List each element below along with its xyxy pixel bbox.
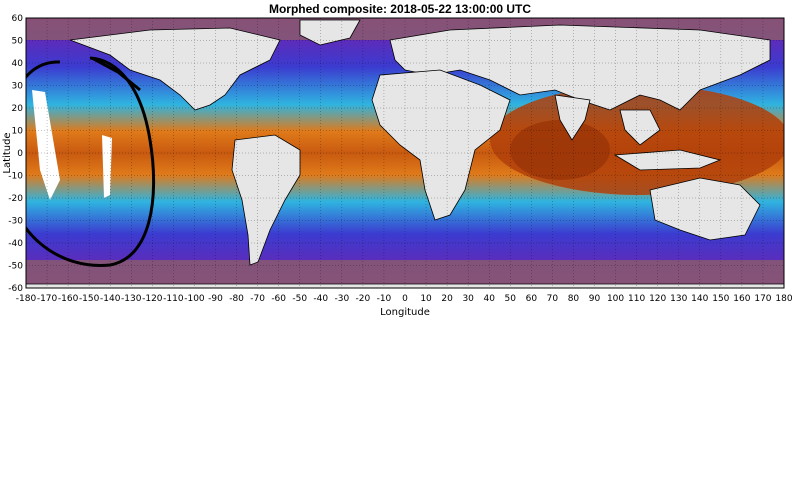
y-axis-label: Latitude xyxy=(2,132,13,173)
annotation-arrow xyxy=(91,56,141,92)
x-tick-label: 30 xyxy=(462,294,474,304)
y-tick-label: -30 xyxy=(8,217,23,227)
north-america xyxy=(69,27,281,111)
y-tick-label: 10 xyxy=(12,127,24,137)
x-tick-label: 130 xyxy=(670,294,687,304)
y-axis-ticks: 60 50 40 30 20 10 0 -10 -20 -30 -40 -50 -60 xyxy=(8,14,23,294)
x-tick-label: 100 xyxy=(607,294,624,304)
map-title: Morphed composite: 2018-05-22 13:00:00 U… xyxy=(268,2,532,16)
x-tick-label: 20 xyxy=(441,294,453,304)
y-tick-label: 60 xyxy=(12,14,24,24)
x-tick-label: -160 xyxy=(58,294,79,304)
x-tick-label: -150 xyxy=(79,294,100,304)
x-tick-label: -110 xyxy=(163,294,184,304)
y-tick-label: 40 xyxy=(12,59,24,69)
y-tick-label: -20 xyxy=(8,194,23,204)
land-masses xyxy=(26,19,798,288)
australia xyxy=(649,177,761,241)
x-tick-label: 60 xyxy=(526,294,538,304)
x-tick-label: -80 xyxy=(229,294,244,304)
data-gap-west xyxy=(32,90,60,200)
x-tick-label: -70 xyxy=(250,294,265,304)
x-tick-label: -50 xyxy=(292,294,307,304)
y-tick-label: -40 xyxy=(8,239,23,249)
x-tick-label: -180 xyxy=(16,294,37,304)
x-tick-label: -30 xyxy=(334,294,349,304)
x-tick-label: 160 xyxy=(733,294,750,304)
y-tick-label: -50 xyxy=(8,262,23,272)
x-tick-label: -130 xyxy=(121,294,142,304)
x-tick-label: 40 xyxy=(483,294,495,304)
map-plot-area xyxy=(26,18,798,288)
x-tick-label: -90 xyxy=(208,294,223,304)
y-tick-label: 50 xyxy=(12,37,24,47)
indonesia xyxy=(613,149,722,171)
x-tick-label: 150 xyxy=(712,294,729,304)
annotation xyxy=(26,56,156,267)
x-tick-label: -120 xyxy=(142,294,163,304)
plot-frame xyxy=(25,17,785,289)
y-tick-label: 20 xyxy=(12,104,24,114)
south-america xyxy=(231,134,301,266)
x-tick-label: -140 xyxy=(100,294,121,304)
x-tick-label: 10 xyxy=(420,294,432,304)
southeast-asia xyxy=(619,109,661,146)
y-tick-label: 0 xyxy=(17,149,23,159)
x-tick-label: -60 xyxy=(271,294,286,304)
x-tick-label: 140 xyxy=(691,294,708,304)
x-tick-label: -100 xyxy=(184,294,205,304)
x-tick-label: 90 xyxy=(589,294,601,304)
x-tick-label: -40 xyxy=(313,294,328,304)
x-tick-label: 110 xyxy=(628,294,645,304)
africa xyxy=(371,69,511,221)
india xyxy=(554,94,591,141)
y-tick-label: -60 xyxy=(8,284,23,294)
x-tick-label: 120 xyxy=(649,294,666,304)
x-axis-label: Longitude xyxy=(380,307,430,318)
x-tick-label: 80 xyxy=(568,294,580,304)
grid-lines xyxy=(26,18,784,288)
y-tick-label: -10 xyxy=(8,172,23,182)
x-tick-label: -10 xyxy=(377,294,392,304)
x-axis-ticks: -180 -170 -160 -150 -140 -130 -120 -110 -100 -90-… xyxy=(16,294,793,304)
y-tick-label: 30 xyxy=(12,82,24,92)
x-tick-label: -20 xyxy=(356,294,371,304)
annotation-circle xyxy=(26,56,156,267)
x-tick-label: 50 xyxy=(505,294,517,304)
x-tick-label: 170 xyxy=(754,294,771,304)
x-tick-label: 70 xyxy=(547,294,559,304)
indian-ocean-moist xyxy=(510,120,610,180)
x-tick-label: 0 xyxy=(402,294,408,304)
new-zealand xyxy=(790,240,798,262)
x-tick-label: -170 xyxy=(37,294,58,304)
x-tick-label: 180 xyxy=(775,294,792,304)
greenland xyxy=(299,19,361,46)
data-gap-east xyxy=(102,135,112,198)
